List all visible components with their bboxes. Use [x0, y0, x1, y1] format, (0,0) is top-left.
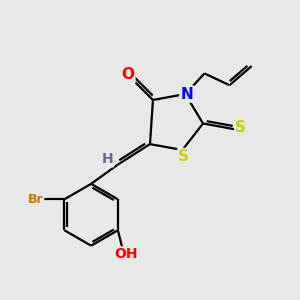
- Text: N: N: [180, 87, 193, 102]
- Text: OH: OH: [114, 248, 138, 261]
- Text: S: S: [178, 149, 189, 164]
- Text: O: O: [122, 68, 134, 82]
- Text: H: H: [101, 152, 113, 167]
- Text: Br: Br: [28, 193, 43, 206]
- Text: S: S: [235, 120, 246, 135]
